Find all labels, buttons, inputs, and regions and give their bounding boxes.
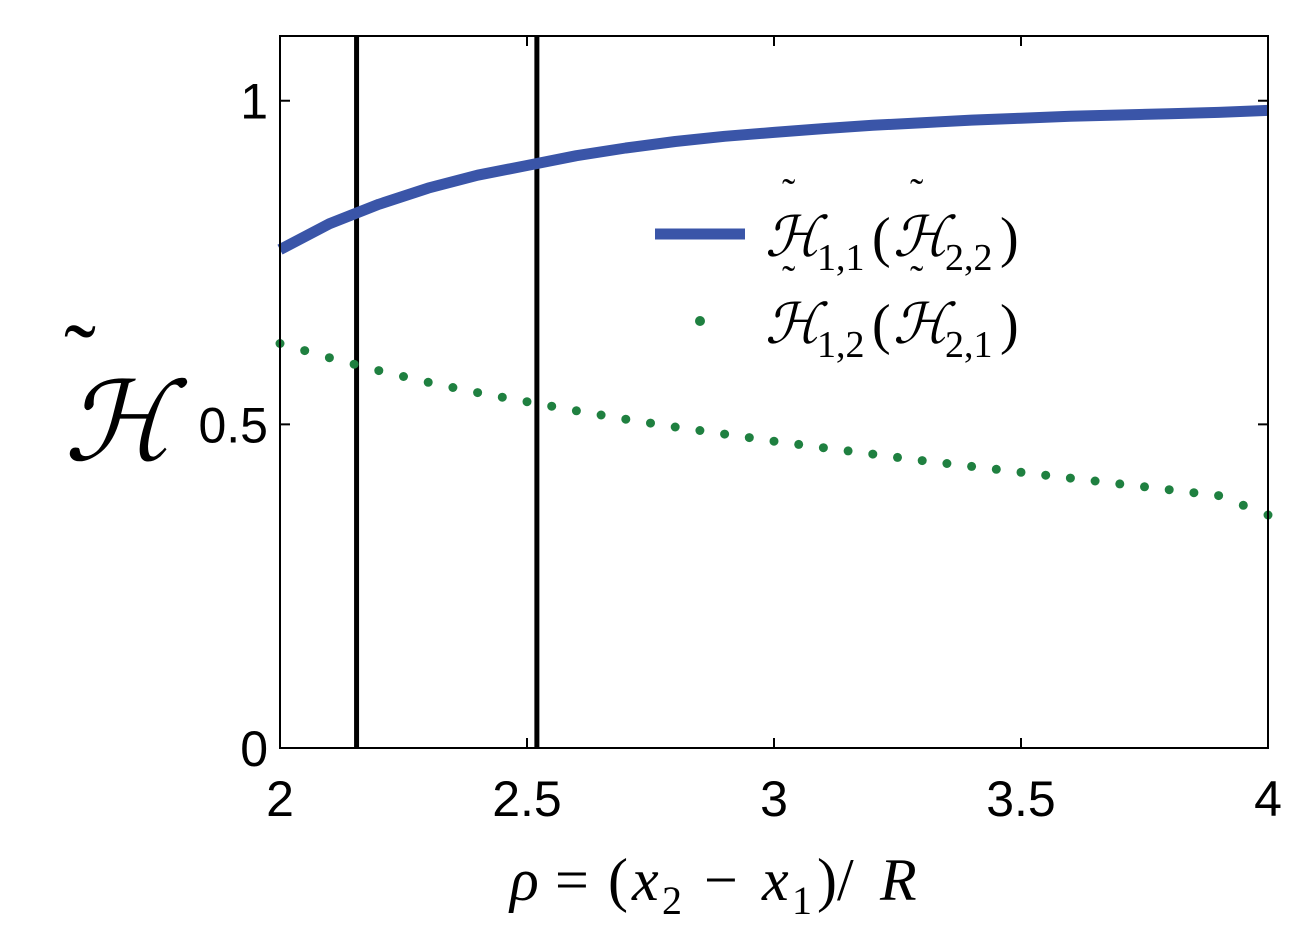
series-1-point-20 <box>769 436 779 446</box>
x-tick-label-4: 4 <box>1254 771 1282 827</box>
series-1-point-18 <box>720 429 730 439</box>
series-1-point-28 <box>967 461 977 471</box>
svg-text:): ) <box>1000 207 1019 269</box>
series-1-point-25 <box>893 452 902 462</box>
series-1-point-22 <box>818 443 828 453</box>
svg-text:ℋ: ℋ <box>765 207 828 269</box>
x-tick-label-1: 2.5 <box>492 771 562 827</box>
series-group <box>275 104 1273 520</box>
svg-text:)/: )/ <box>817 847 854 913</box>
plot-frame <box>279 35 1269 749</box>
tick-labels: 2 2.5 3 3.5 4 0 0.5 1 <box>198 74 1281 827</box>
plot-background <box>280 36 1268 748</box>
series-1-point-33 <box>1090 476 1100 486</box>
svg-text:): ) <box>1000 294 1019 356</box>
svg-text:ℋ: ℋ <box>765 294 828 356</box>
y-tick-label-1: 0.5 <box>198 397 268 453</box>
svg-text:2: 2 <box>662 878 682 923</box>
vertical-markers <box>354 36 540 748</box>
series-1-point-4 <box>374 366 384 376</box>
legend-label-1: ℋ ˜ 1,2 ( ℋ ˜ 2,1 ) <box>765 257 1019 366</box>
series-1-point-8 <box>473 388 483 398</box>
series-1-point-16 <box>670 422 680 432</box>
series-1-point-36 <box>1164 485 1174 495</box>
svg-text:(: ( <box>872 294 891 356</box>
svg-text:(: ( <box>608 847 628 913</box>
series-1-point-31 <box>1041 470 1051 480</box>
series-1-point-13 <box>596 410 606 420</box>
series-1-point-32 <box>1065 473 1075 483</box>
svg-text:ℋ: ℋ <box>64 362 188 484</box>
x-tick-label-2: 3 <box>760 771 788 827</box>
series-1-point-7 <box>448 383 458 392</box>
svg-text:=: = <box>555 847 589 913</box>
series-1-point-9 <box>497 392 507 402</box>
series-1-point-5 <box>399 372 408 381</box>
series-1-point-11 <box>547 401 557 411</box>
series-1-point-21 <box>794 439 804 449</box>
legend: ℋ ˜ 1,1 ( ℋ ˜ 2,2 ) ℋ ˜ 1,2 ( ℋ ˜ 2,1 ) <box>655 170 1019 366</box>
series-1-point-35 <box>1140 482 1149 492</box>
series-1-point-27 <box>942 459 952 468</box>
series-1-point-15 <box>646 418 655 428</box>
series-1-point-29 <box>991 464 1001 474</box>
series-line-0 <box>277 104 1269 255</box>
series-1-point-30 <box>1016 467 1026 477</box>
series-1-point-6 <box>423 377 433 387</box>
svg-text:˜: ˜ <box>910 257 924 302</box>
legend-swatch-dotted <box>695 316 705 326</box>
series-1-point-23 <box>843 446 853 456</box>
x-axis-label: ρ = ( x 2 − x 1 )/ R <box>508 847 917 923</box>
svg-text:R: R <box>879 847 917 913</box>
svg-text:x: x <box>631 847 659 913</box>
svg-text:˜: ˜ <box>910 170 924 215</box>
series-1-point-1 <box>300 346 310 356</box>
series-1-point-37 <box>1189 488 1199 498</box>
svg-text:˜: ˜ <box>64 304 96 411</box>
series-1-point-39 <box>1238 500 1248 510</box>
svg-text:2,1: 2,1 <box>945 324 993 366</box>
svg-text:1: 1 <box>792 878 812 923</box>
svg-text:(: ( <box>872 207 891 269</box>
svg-text:ρ: ρ <box>508 847 539 913</box>
svg-text:−: − <box>704 847 738 913</box>
series-1-point-26 <box>917 456 927 466</box>
series-1-point-2 <box>324 353 334 363</box>
legend-label-0: ℋ ˜ 1,1 ( ℋ ˜ 2,2 ) <box>765 170 1019 279</box>
y-tick-label-2: 1 <box>240 74 268 130</box>
svg-text:1,1: 1,1 <box>817 237 865 279</box>
series-1-point-24 <box>868 449 878 459</box>
svg-text:˜: ˜ <box>782 257 796 302</box>
series-1-point-38 <box>1214 491 1224 501</box>
x-tick-label-3: 3.5 <box>986 771 1056 827</box>
series-1-point-19 <box>744 433 754 443</box>
svg-text:ℋ: ℋ <box>893 207 956 269</box>
x-tick-label-0: 2 <box>266 771 294 827</box>
y-tick-label-0: 0 <box>240 721 268 777</box>
svg-text:2,2: 2,2 <box>945 237 993 279</box>
series-1-point-34 <box>1115 479 1125 489</box>
series-1-point-12 <box>571 406 581 416</box>
svg-text:˜: ˜ <box>782 170 796 215</box>
series-1-point-17 <box>695 426 705 435</box>
svg-text:ℋ: ℋ <box>893 294 956 356</box>
y-axis-label: ˜ ℋ <box>64 304 188 484</box>
series-1-point-10 <box>522 397 532 407</box>
svg-text:1,2: 1,2 <box>817 324 865 366</box>
svg-text:x: x <box>761 847 789 913</box>
series-1-point-14 <box>621 414 631 424</box>
series-1-point-3 <box>349 359 359 369</box>
